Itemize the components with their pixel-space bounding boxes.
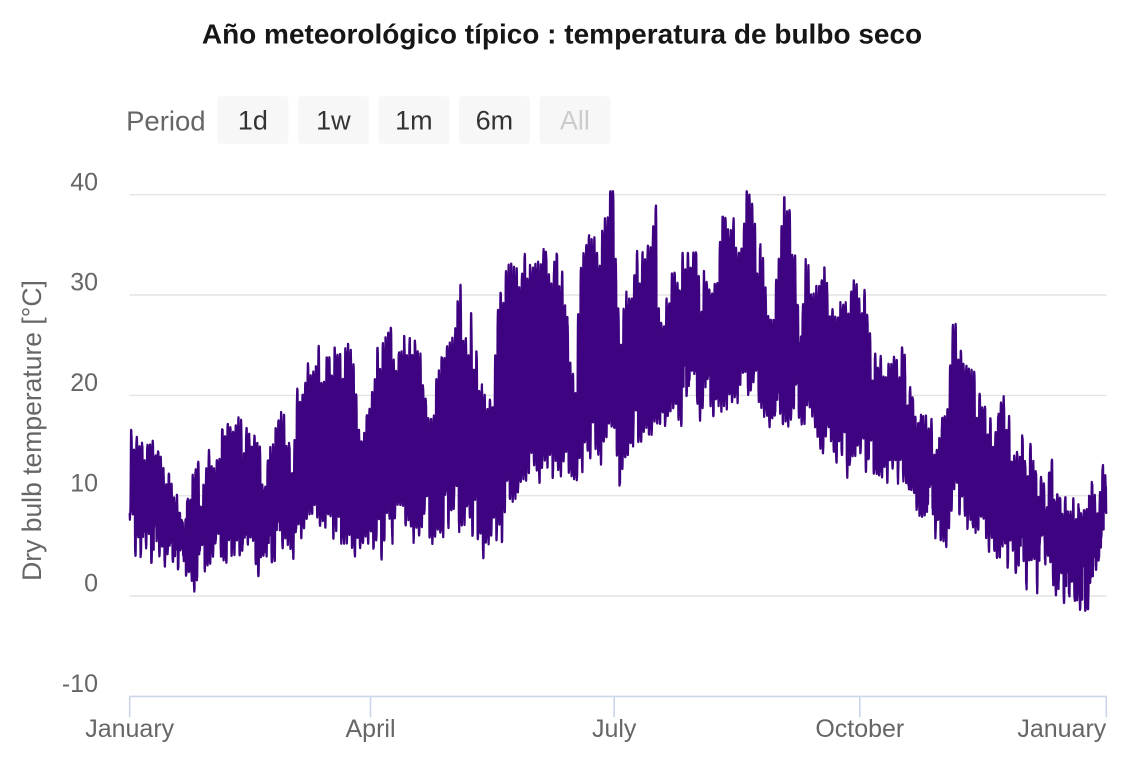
svg-text:1d: 1d <box>238 106 268 136</box>
svg-text:Año meteorológico típico : tem: Año meteorológico típico : temperatura d… <box>202 19 922 50</box>
svg-text:6m: 6m <box>476 106 514 136</box>
svg-text:30: 30 <box>70 269 98 297</box>
svg-text:20: 20 <box>70 369 98 397</box>
svg-text:40: 40 <box>70 168 98 196</box>
svg-text:January: January <box>1017 715 1106 743</box>
svg-text:1m: 1m <box>395 106 433 136</box>
svg-text:-10: -10 <box>62 670 98 698</box>
svg-text:April: April <box>345 715 395 743</box>
svg-text:0: 0 <box>84 570 98 598</box>
svg-text:All: All <box>560 106 590 136</box>
svg-text:10: 10 <box>70 469 98 497</box>
svg-text:1w: 1w <box>316 106 351 136</box>
svg-text:Period: Period <box>126 106 206 137</box>
svg-text:July: July <box>592 715 637 743</box>
svg-text:Dry bulb temperature [°C]: Dry bulb temperature [°C] <box>17 280 47 581</box>
svg-text:October: October <box>815 715 904 743</box>
svg-text:January: January <box>85 715 174 743</box>
